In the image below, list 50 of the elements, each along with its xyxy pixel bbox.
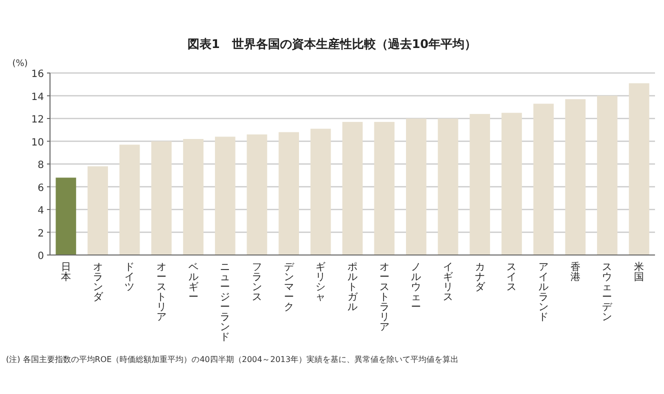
text: (注) 各国主要指数の平均ROE（時価総額加重平均）の40四半期（2004～2013年）実績を基に、異常値を除いて平均値を算出 (6, 355, 459, 364)
x-tick-label: ポルトガル (348, 262, 358, 313)
x-tick-label: ノルウェー (411, 262, 422, 313)
y-tick-label: 0 (38, 251, 44, 262)
x-tick-label: オーストリア (156, 262, 166, 323)
bar (278, 132, 300, 255)
x-tick-label: スイス (506, 262, 517, 293)
x-tick-label: 日本 (60, 262, 71, 283)
x-tick-label: カナダ (474, 262, 486, 293)
y-tick-label: 14 (31, 92, 44, 103)
y-tick-label: 12 (31, 114, 44, 126)
bar (310, 128, 331, 255)
bar (151, 141, 172, 255)
x-tick-label: フランス (252, 262, 262, 303)
bar (597, 96, 618, 255)
bar (119, 144, 140, 255)
x-tick-label: ドイツ (124, 262, 135, 293)
y-tick-label: 16 (31, 69, 44, 80)
bar (565, 99, 586, 255)
x-tick-label: アイルランド (538, 262, 549, 323)
bar (183, 138, 204, 255)
y-tick-label: 10 (31, 137, 44, 148)
bar (533, 104, 554, 255)
bar (342, 122, 363, 255)
x-tick-label: オーストラリア (379, 262, 390, 333)
x-tick-label: デンマーク (284, 262, 295, 313)
bar (628, 83, 650, 255)
bar (214, 136, 236, 255)
x-tick-label: オランダ (92, 262, 104, 303)
bar (374, 122, 395, 255)
x-tick-label: 米国 (634, 261, 644, 283)
y-tick-label: 4 (38, 206, 44, 216)
bar (438, 118, 458, 255)
bar (406, 118, 426, 255)
y-axis-title: (%) (12, 59, 28, 69)
y-tick-label: 8 (38, 160, 44, 171)
x-tick-label: スウェーデン (602, 262, 614, 323)
y-tick-label: 6 (38, 182, 44, 194)
bar (56, 178, 76, 255)
x-tick-label: 香港 (570, 261, 580, 283)
bar (88, 166, 108, 255)
bar (470, 114, 490, 255)
bar (502, 112, 522, 255)
chart-title: 図表1 世界各国の資本生産性比較（過去10年平均） (187, 37, 477, 51)
x-tick-label: ギリシャ (316, 261, 326, 303)
x-tick-label: イギリス (443, 262, 454, 303)
x-tick-label: ニュージーランド (220, 262, 230, 343)
bar (246, 134, 268, 255)
y-tick-label: 2 (38, 228, 44, 240)
x-tick-label: ベルギー (188, 262, 198, 303)
